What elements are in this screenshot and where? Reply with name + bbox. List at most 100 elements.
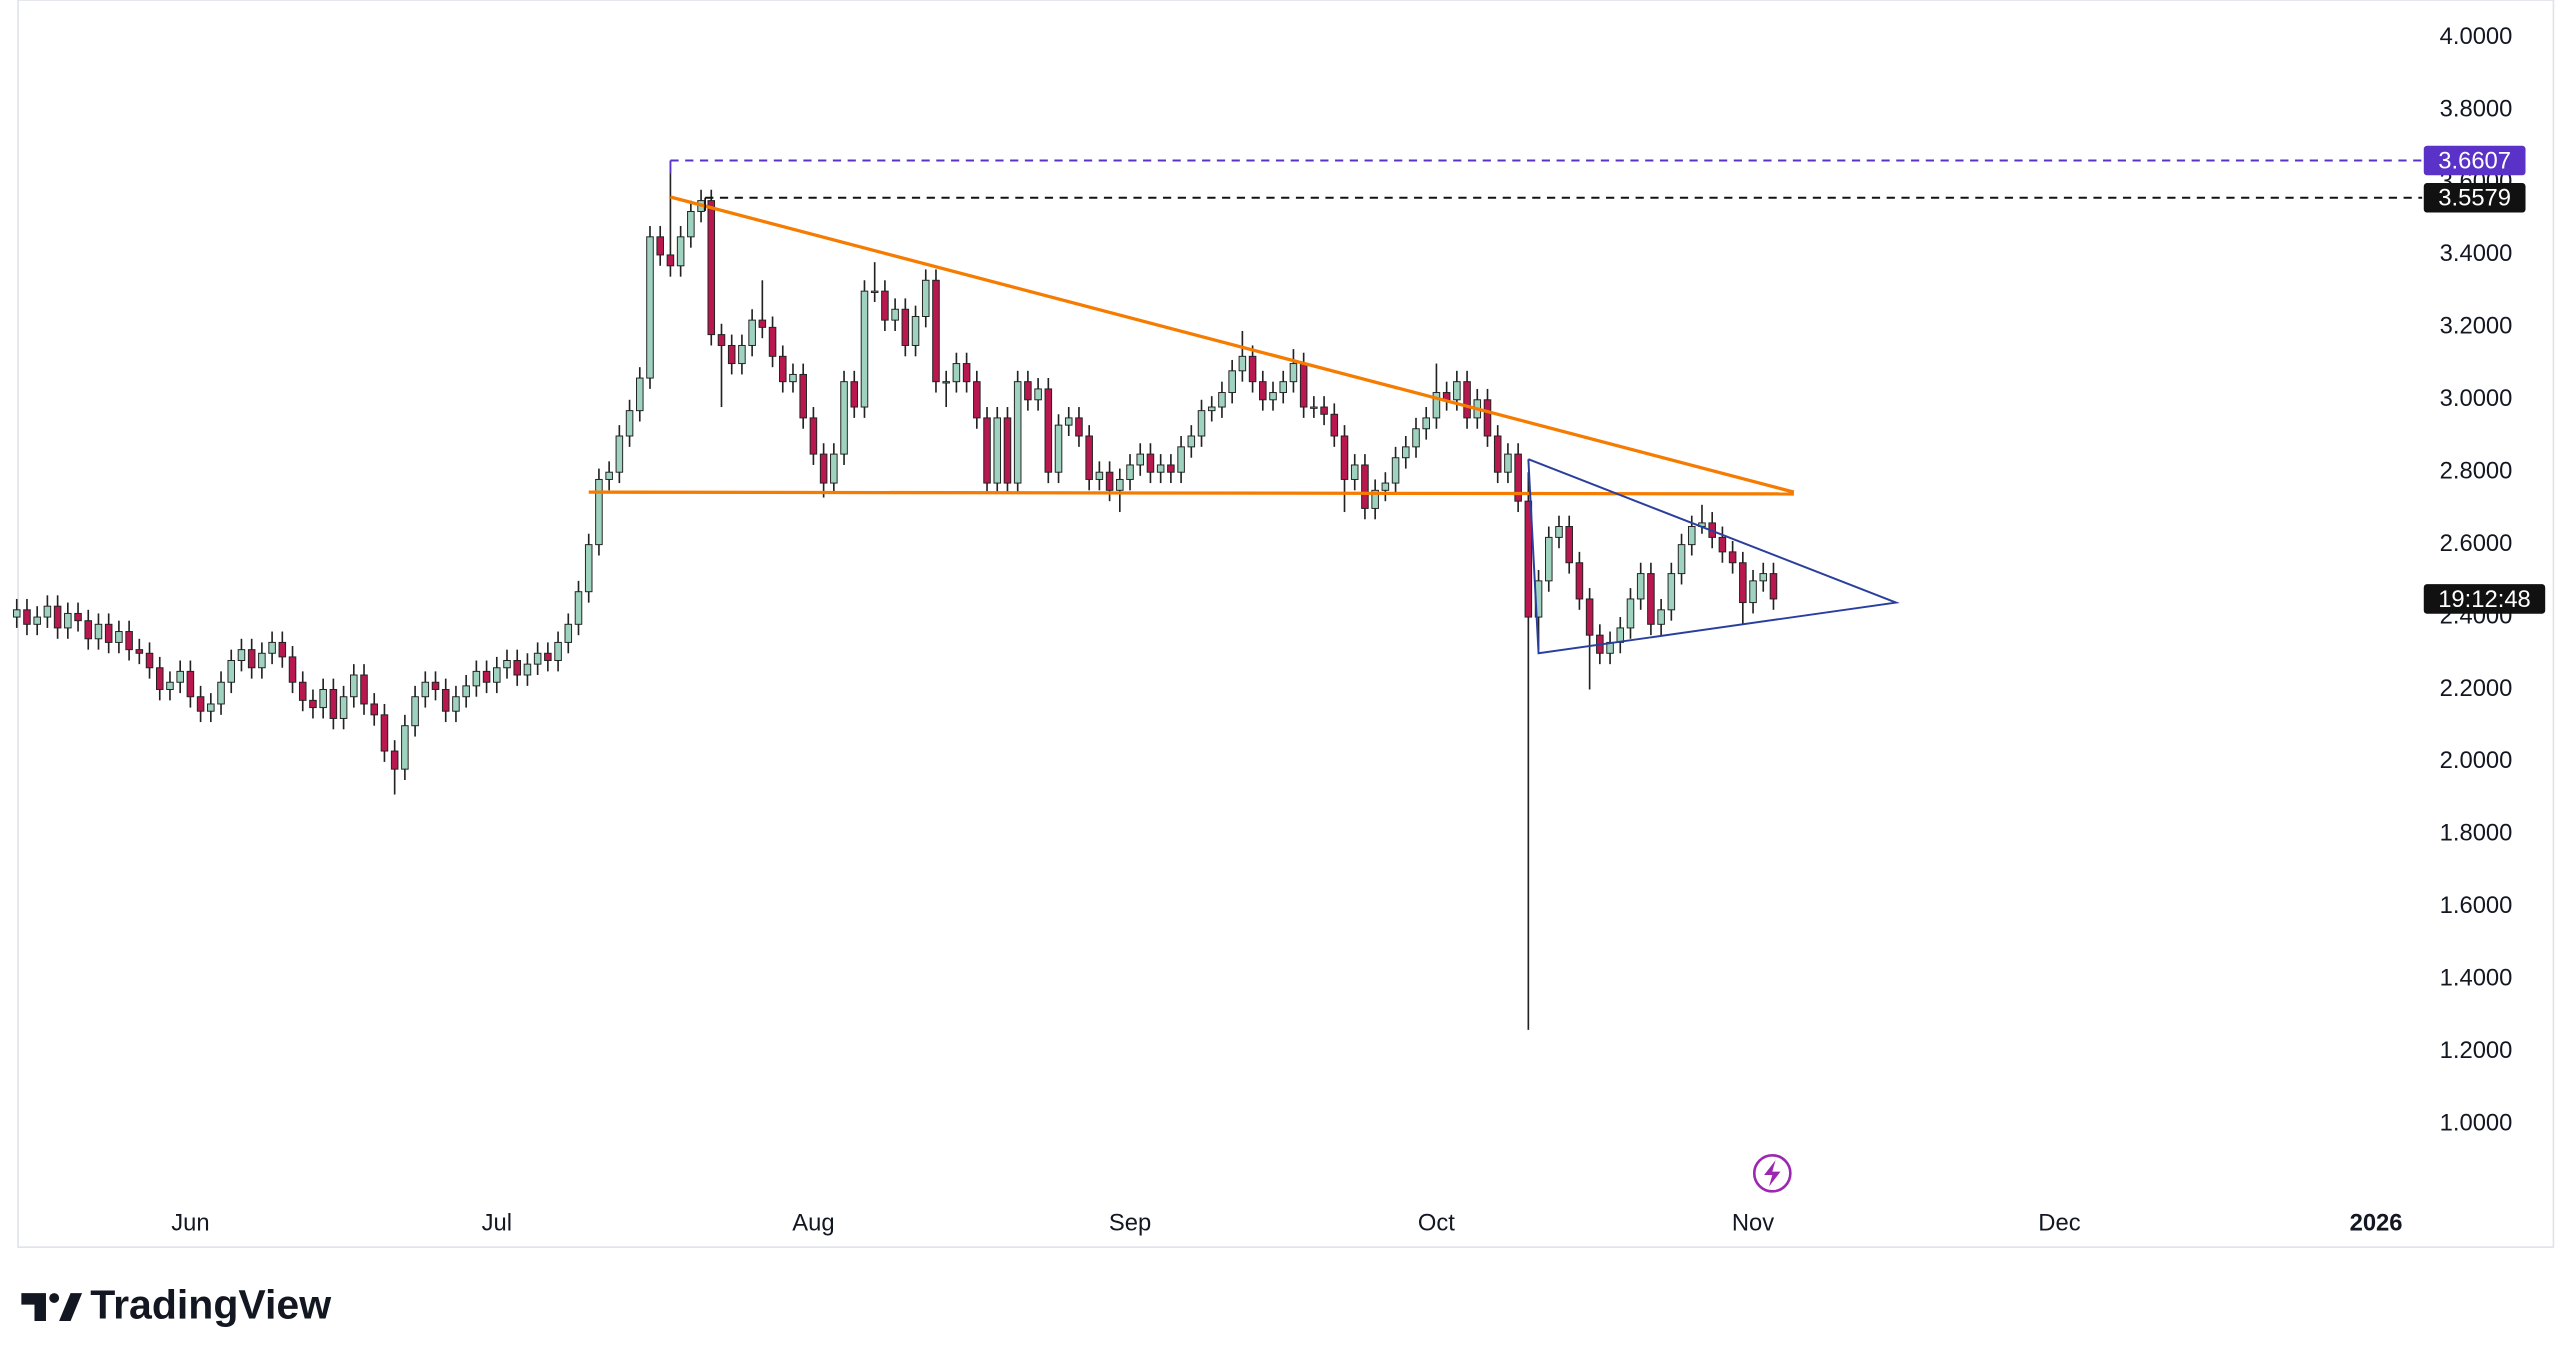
- candle-body: [1167, 464, 1175, 473]
- x-tick-label: Aug: [792, 1209, 834, 1236]
- candle-body: [605, 471, 613, 480]
- y-tick-label: 1.4000: [2440, 964, 2513, 991]
- candle-body: [360, 674, 368, 705]
- candle-body: [1228, 370, 1236, 394]
- candle-body: [789, 373, 797, 383]
- candle-body: [74, 612, 82, 622]
- candle-body: [1003, 417, 1012, 484]
- candle-body: [493, 667, 501, 683]
- chart-frame: [17, 0, 2555, 1248]
- candle-body: [1391, 457, 1400, 484]
- y-tick-label: 3.0000: [2440, 385, 2513, 412]
- candle-body: [462, 685, 470, 698]
- candle-body: [441, 688, 450, 712]
- candle-body: [1350, 464, 1359, 480]
- plot-area: 1.0000 1.2000 1.4000 1.6000 1.8000 2.0000 2.20…: [12, 23, 2546, 1236]
- candle-body: [1034, 388, 1042, 401]
- candle-body: [932, 279, 940, 383]
- y-tick-label: 1.6000: [2440, 892, 2513, 919]
- candle-body: [176, 670, 184, 683]
- candle-body: [870, 290, 879, 293]
- candle-body: [513, 660, 521, 676]
- candle-body: [1136, 453, 1145, 466]
- candle-body: [748, 319, 756, 346]
- candle-body: [288, 656, 297, 683]
- candle-body: [1187, 435, 1196, 448]
- candle-body: [1218, 392, 1226, 408]
- candle-body: [1024, 381, 1032, 401]
- candle-body: [1749, 580, 1757, 604]
- x-tick-label: Dec: [2038, 1209, 2080, 1236]
- candle-body: [1259, 381, 1267, 401]
- y-tick-label: 2.8000: [2440, 457, 2513, 484]
- candle-body: [768, 326, 777, 357]
- candle-body: [1146, 453, 1155, 473]
- y-tick-label: 2.0000: [2440, 747, 2513, 774]
- candle-body: [421, 681, 430, 698]
- candle-body: [1013, 381, 1022, 484]
- y-tick-label: 2.2000: [2440, 675, 2513, 702]
- candle-body: [1626, 598, 1635, 629]
- candle-body: [1095, 471, 1104, 480]
- candle-body: [584, 544, 593, 593]
- candle-body: [707, 200, 716, 336]
- candle-body: [370, 703, 379, 716]
- candle-body: [993, 417, 1002, 484]
- y-tick-label: 3.2000: [2440, 313, 2513, 340]
- y-tick-label: 4.0000: [2440, 23, 2513, 50]
- candle-body: [1575, 562, 1584, 600]
- candle-body: [921, 279, 930, 317]
- candle-body: [1514, 453, 1522, 502]
- candle-body: [145, 652, 154, 669]
- candle-body: [1248, 355, 1257, 383]
- candle-body: [1636, 573, 1645, 600]
- candle-body: [350, 674, 358, 698]
- candle-body: [217, 681, 225, 705]
- candle-body: [1126, 464, 1134, 480]
- candle-body: [1555, 526, 1563, 538]
- candle-body: [625, 410, 634, 437]
- candle-body: [1064, 417, 1073, 426]
- candle-body: [860, 290, 869, 408]
- candle-body: [1238, 355, 1247, 372]
- candle-body: [503, 660, 511, 669]
- countdown-label: 19:12:48: [2438, 586, 2531, 613]
- logo-icon: [21, 1293, 83, 1322]
- candle-body: [207, 703, 215, 712]
- candle-body: [544, 652, 552, 662]
- candle-body: [1657, 609, 1665, 625]
- candle-body: [258, 652, 266, 669]
- candle-body: [1381, 482, 1390, 491]
- candle-body: [564, 623, 573, 643]
- candle-body: [247, 649, 256, 669]
- candle-body: [155, 667, 164, 690]
- candle-body: [1739, 562, 1747, 604]
- candle-body: [1616, 627, 1625, 643]
- candle-body: [1769, 573, 1778, 600]
- candle-body: [1524, 500, 1533, 618]
- candle-body: [1493, 435, 1502, 473]
- candle-body: [1718, 536, 1727, 553]
- candle-body: [135, 649, 144, 654]
- candle-body: [1044, 388, 1053, 473]
- candle-body: [778, 355, 787, 383]
- candle-body: [891, 308, 899, 321]
- y-tick-label: 2.6000: [2440, 530, 2513, 557]
- candle-body: [636, 377, 644, 412]
- y-tick-label: 1.0000: [2440, 1109, 2513, 1136]
- candle-body: [186, 670, 195, 698]
- trend-line: [1527, 458, 1900, 655]
- candle-body: [809, 417, 818, 455]
- candle-body: [595, 478, 603, 546]
- candle-body: [1504, 453, 1512, 473]
- x-tick-label: Jul: [482, 1209, 512, 1236]
- candle-body: [1565, 526, 1573, 564]
- x-tick-label: Nov: [1732, 1209, 1774, 1236]
- candle-body: [738, 344, 746, 365]
- candle-body: [727, 344, 736, 365]
- candle-body: [1289, 363, 1298, 383]
- candle-body: [666, 254, 675, 267]
- candle-body: [1677, 544, 1686, 575]
- candle-body: [911, 316, 920, 346]
- candle-body: [1453, 381, 1461, 401]
